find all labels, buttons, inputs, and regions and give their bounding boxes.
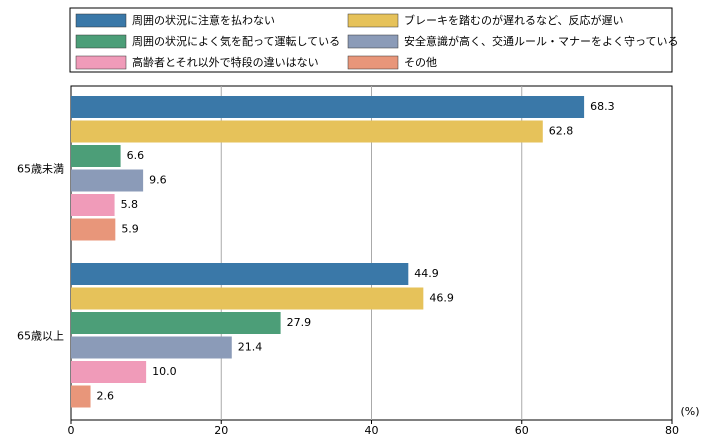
legend-label: 安全意識が高く、交通ルール・マナーをよく守っている: [404, 34, 678, 48]
bar: [71, 120, 543, 143]
bar: [71, 169, 144, 192]
bar: [71, 336, 232, 359]
value-label: 5.8: [121, 198, 139, 211]
value-label: 6.6: [127, 149, 144, 162]
bar: [71, 145, 121, 167]
y-tick-label: 65歳以上: [17, 330, 64, 343]
legend-label: その他: [404, 56, 437, 69]
x-tick-label: 20: [214, 424, 228, 437]
x-tick-label: 80: [665, 424, 679, 437]
x-tick-label: 0: [68, 424, 75, 437]
legend-swatch: [347, 13, 399, 28]
legend-label: 周囲の状況に注意を払わない: [132, 13, 275, 27]
legend-swatch: [347, 34, 399, 49]
bar: [71, 194, 115, 216]
y-tick-label: 65歳未満: [17, 163, 64, 176]
legend-swatch: [75, 34, 127, 49]
value-label: 10.0: [152, 365, 177, 378]
legend-swatch: [347, 55, 399, 70]
value-label: 62.8: [549, 125, 574, 138]
value-label: 44.9: [414, 267, 439, 280]
x-tick-label: 60: [515, 424, 529, 437]
value-label: 68.3: [590, 100, 615, 113]
value-label: 46.9: [429, 292, 454, 305]
value-label: 21.4: [238, 341, 263, 354]
value-label: 9.6: [149, 174, 167, 187]
bar: [71, 361, 147, 383]
bar: [71, 218, 116, 241]
legend-label: 周囲の状況によく気を配って運転している: [132, 34, 340, 48]
bar: [71, 263, 409, 285]
legend-swatch: [75, 13, 127, 28]
value-label: 2.6: [97, 390, 115, 403]
legend-swatch: [75, 55, 127, 70]
bar: [71, 96, 585, 118]
bar: [71, 312, 281, 334]
x-unit: (%): [680, 405, 699, 418]
legend-label: 高齢者とそれ以外で特段の違いはない: [132, 55, 319, 69]
value-label: 5.9: [121, 223, 139, 236]
bar: [71, 385, 91, 408]
value-label: 27.9: [287, 316, 312, 329]
legend-label: ブレーキを踏むのが遅れるなど、反応が遅い: [404, 13, 623, 27]
bar: [71, 287, 424, 310]
x-tick-label: 40: [365, 424, 379, 437]
